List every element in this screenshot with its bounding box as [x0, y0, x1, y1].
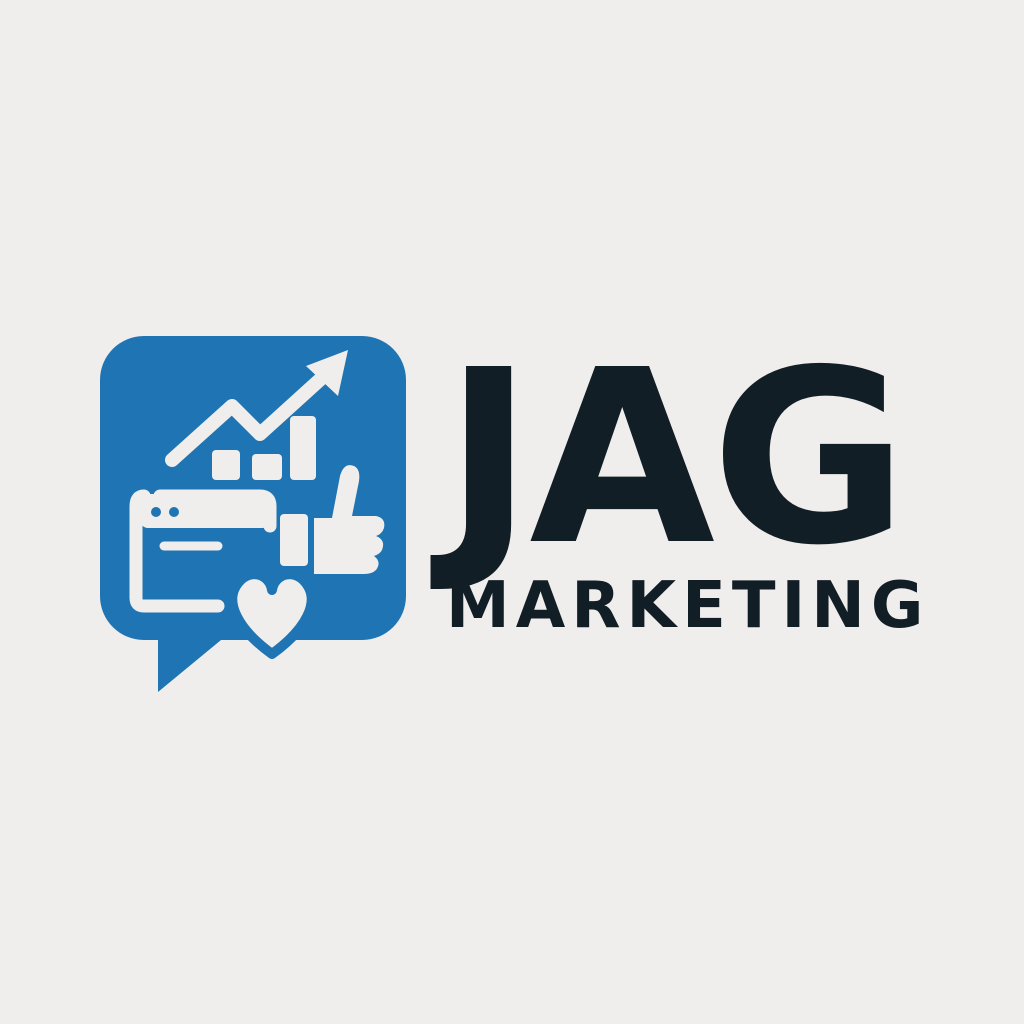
wordmark: JAG MARKETING [444, 338, 964, 646]
trend-arrow-icon [165, 350, 348, 467]
thumbs-up-icon [280, 465, 385, 574]
logo-mark [100, 336, 406, 696]
brand-name: JAG [444, 318, 908, 598]
heart-icon [227, 569, 317, 659]
brand-tagline: MARKETING [446, 569, 930, 643]
bar-chart-icon [212, 416, 316, 480]
browser-window-icon [129, 489, 277, 613]
